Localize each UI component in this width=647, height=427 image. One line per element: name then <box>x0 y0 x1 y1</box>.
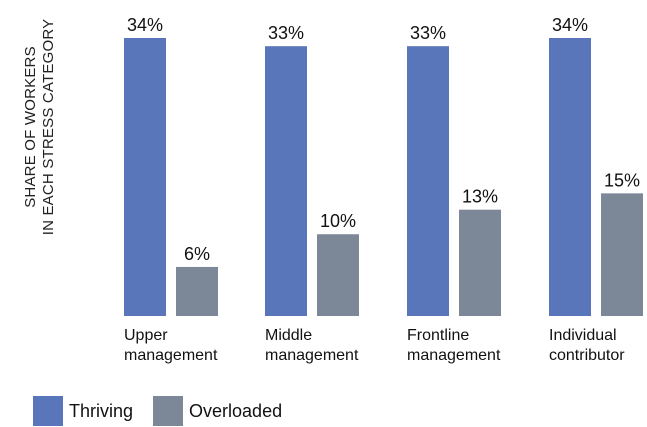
bar-overloaded-3 <box>459 209 501 316</box>
legend-swatch-thriving <box>33 396 63 426</box>
bar-thriving-4 <box>549 38 591 316</box>
data-label-thriving-4: 34% <box>552 15 588 35</box>
legend-item-overloaded: Overloaded <box>153 396 282 426</box>
data-label-overloaded-4: 15% <box>604 170 640 190</box>
legend-label-thriving: Thriving <box>69 400 134 421</box>
data-label-overloaded-2: 10% <box>320 211 356 231</box>
category-label-2-line-1: Middle <box>265 327 312 344</box>
legend-label-overloaded: Overloaded <box>189 400 283 421</box>
category-label-4-line-2: contributor <box>549 347 625 364</box>
data-label-thriving-2: 33% <box>268 23 304 43</box>
category-label-4-line-1: Individual <box>549 327 617 344</box>
legend-item-thriving: Thriving <box>33 396 133 426</box>
bar-overloaded-4 <box>601 193 643 316</box>
data-label-overloaded-3: 13% <box>462 187 498 207</box>
bar-overloaded-2 <box>317 234 359 316</box>
bar-thriving-3 <box>407 46 449 316</box>
bar-overloaded-1 <box>176 266 218 316</box>
bar-thriving-2 <box>265 46 307 316</box>
data-label-thriving-3: 33% <box>410 23 446 43</box>
category-label-3-line-2: management <box>407 347 501 364</box>
category-label-2-line-2: management <box>265 347 359 364</box>
legend-swatch-overloaded <box>153 396 184 426</box>
category-label-1-line-2: management <box>124 347 218 364</box>
legend: Thriving Overloaded <box>33 396 302 426</box>
data-label-thriving-1: 34% <box>127 15 163 35</box>
category-label-3-line-1: Frontline <box>407 327 469 344</box>
bar-thriving-1 <box>124 38 166 316</box>
category-label-1-line-1: Upper <box>124 327 168 344</box>
data-label-overloaded-1: 6% <box>184 244 210 264</box>
